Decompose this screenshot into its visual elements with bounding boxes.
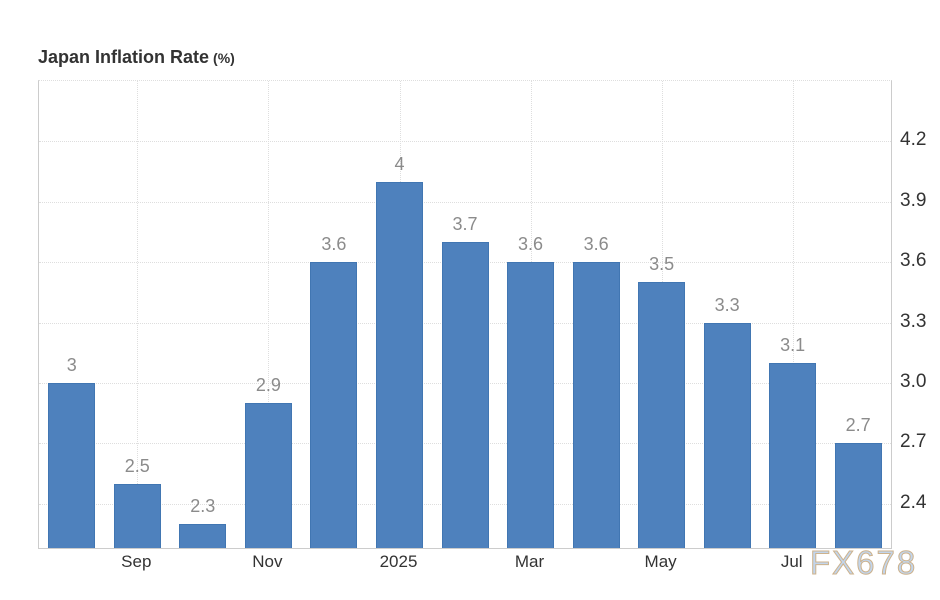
y-tick-label: 2.4 <box>900 491 927 513</box>
bar <box>310 262 358 548</box>
bar <box>638 282 686 548</box>
gridline-horizontal <box>39 141 891 143</box>
gridline-horizontal <box>39 201 891 203</box>
bar <box>244 403 292 548</box>
bar-value-label: 3.5 <box>649 254 675 275</box>
gridline-vertical <box>792 81 794 548</box>
x-tick-label: Jul <box>780 552 803 571</box>
bar <box>769 362 817 548</box>
bar-value-label: 3.6 <box>583 234 609 255</box>
bar-value-label: 3 <box>66 354 77 375</box>
bar <box>834 443 882 548</box>
gridline-vertical <box>268 81 270 548</box>
y-tick-label: 2.7 <box>900 431 927 453</box>
gridline-vertical <box>137 81 139 548</box>
bar <box>703 322 751 548</box>
y-tick-label: 3.3 <box>900 310 927 332</box>
bar-value-label: 2.3 <box>190 495 216 516</box>
x-tick-label: Nov <box>252 552 283 571</box>
y-tick-label: 4.2 <box>900 129 927 151</box>
chart-title-unit: (%) <box>213 50 235 66</box>
bar-value-label: 3.7 <box>452 214 478 234</box>
bar-value-label: 2.9 <box>255 375 281 396</box>
x-tick-label: 2025 <box>379 552 418 571</box>
bar <box>376 181 423 548</box>
bar <box>113 483 161 548</box>
chart-title-text: Japan Inflation Rate <box>38 47 210 67</box>
x-tick-label: May <box>644 552 677 571</box>
bar-value-label: 2.5 <box>124 455 150 476</box>
bar-value-label: 3.3 <box>714 294 740 315</box>
y-tick-label: 3.9 <box>900 189 927 211</box>
bar-value-label: 3.6 <box>321 234 347 255</box>
x-tick-label: Sep <box>121 552 152 571</box>
bar <box>572 262 620 548</box>
bar <box>441 242 489 548</box>
y-tick-label: 3.6 <box>900 250 927 272</box>
watermark: FX678 <box>809 544 918 582</box>
x-tick-label: Mar <box>514 552 545 571</box>
plot-area: 3 2.5 2.3 2.9 3.6 4 3.7 3.6 3.6 3.5 3.3 3.1 2.7 <box>38 80 892 549</box>
bar-value-label: 3.1 <box>780 334 806 355</box>
bar-value-label: 2.7 <box>845 415 871 436</box>
bar-value-label: 4 <box>394 153 405 174</box>
bar-value-label: 3.6 <box>517 234 544 255</box>
chart-title: Japan Inflation Rate (%) <box>38 47 235 68</box>
y-tick-label: 3.0 <box>900 370 927 392</box>
bar <box>507 262 554 548</box>
bar <box>179 523 227 548</box>
bar <box>48 382 96 548</box>
